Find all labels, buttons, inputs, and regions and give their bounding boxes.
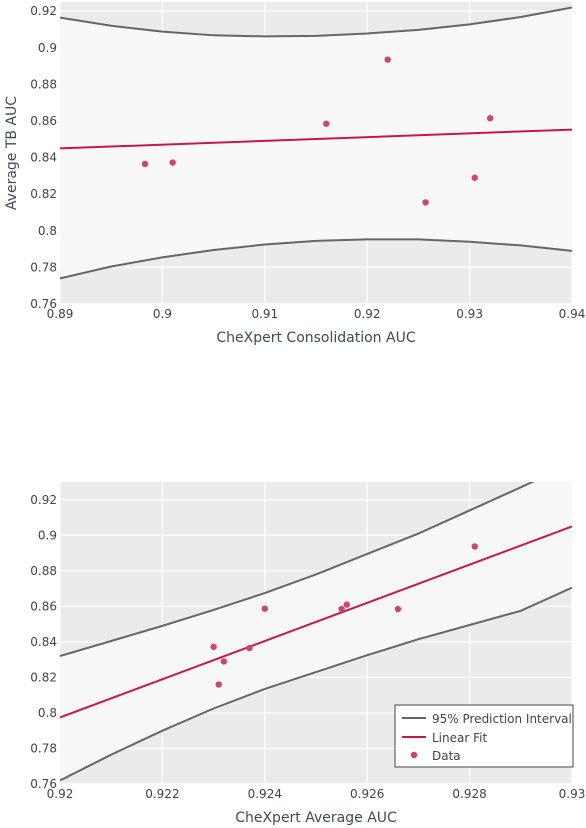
chart-panel-average: 0.92 0.922 0.924 0.926 0.928 0.93 0.76 0.78 0.8… [30,482,586,826]
data-points [141,56,494,206]
data-point [471,543,478,550]
prediction-interval-line [60,482,535,658]
y-tick-label: 0.76 [30,297,57,311]
y-tick-labels: 0.76 0.78 0.8 0.82 0.84 0.86 0.88 0.9 0.92 [30,4,57,311]
legend-label-data: Data [432,749,461,763]
y-tick-labels: 0.76 0.78 0.8 0.82 0.84 0.86 0.88 0.9 0.92 [30,493,57,791]
data-point [471,174,478,181]
data-point [141,160,149,168]
data-point [486,115,494,122]
y-tick-label: 0.9 [38,41,57,55]
y-tick-label: 0.92 [30,493,57,507]
data-point [215,681,222,688]
x-tick-label: 0.94 [559,307,586,321]
legend-label-interval: 95% Prediction Interval [432,712,572,726]
prediction-band [60,482,572,781]
data-point [422,199,429,206]
data-points [210,543,478,688]
linear-fit-line [60,525,572,719]
series-lines [60,482,572,782]
x-tick-labels: 0.92 0.922 0.924 0.926 0.928 0.93 [47,787,586,801]
data-point [210,643,217,651]
legend-swatch-data [410,751,418,759]
prediction-interval-line [60,6,572,38]
y-tick-label: 0.86 [30,599,57,613]
x-axis-label: CheXpert Consolidation AUC [216,330,415,346]
data-point [343,601,350,608]
prediction-interval-line [60,238,572,280]
data-point [261,605,268,612]
x-tick-label: 0.924 [248,787,282,801]
x-tick-label: 0.92 [47,787,74,801]
x-tick-labels: 0.89 0.9 0.91 0.92 0.93 0.94 [47,307,586,321]
y-tick-label: 0.8 [38,706,57,720]
series-lines [60,6,572,280]
x-tick-label: 0.89 [47,307,74,321]
y-tick-label: 0.78 [30,741,57,755]
x-axis-label: CheXpert Average AUC [235,810,397,826]
legend: 95% Prediction Interval Linear Fit Data [394,704,574,768]
y-tick-label: 0.82 [30,187,57,201]
chart-panel-consolidation: 0.89 0.9 0.91 0.92 0.93 0.94 0.760.780.80.820… [4,2,585,346]
x-tick-label: 0.9 [153,307,172,321]
y-tick-label: 0.9 [38,528,57,542]
y-tick-label: 0.78 [30,260,57,274]
legend-label-fit: Linear Fit [432,731,487,745]
x-tick-label: 0.926 [350,787,384,801]
y-tick-label: 0.88 [30,564,57,578]
prediction-band [60,7,572,279]
x-tick-label: 0.93 [456,307,483,321]
y-tick-label: 0.92 [30,4,57,18]
data-point [394,605,402,613]
data-point [220,658,228,665]
x-tick-label: 0.93 [559,787,586,801]
x-tick-label: 0.91 [251,307,278,321]
x-tick-label: 0.928 [452,787,486,801]
y-tick-label: 0.8 [38,224,57,238]
prediction-interval-line [60,586,572,782]
y-axis-label: Average TB AUC [4,96,20,210]
y-tick-label: 0.84 [30,635,57,649]
data-point [338,605,345,613]
x-tick-label: 0.922 [145,787,179,801]
x-tick-label: 0.92 [354,307,381,321]
y-tick-label: 0.84 [30,151,57,165]
y-tick-label: 0.88 [30,77,57,91]
data-point [169,159,176,166]
y-tick-label: 0.86 [30,114,57,128]
linear-fit-line [60,128,572,150]
y-tick-label: 0.76 [30,777,57,791]
data-point [246,644,253,652]
data-point [384,56,391,63]
data-point [323,120,330,127]
y-tick-label: 0.82 [30,670,57,684]
